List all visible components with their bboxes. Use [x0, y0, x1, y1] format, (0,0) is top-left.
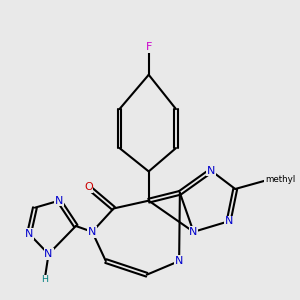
Text: N: N [207, 166, 215, 176]
Text: N: N [175, 256, 183, 266]
Text: H: H [41, 275, 48, 284]
Text: N: N [189, 227, 198, 237]
Text: N: N [88, 227, 96, 237]
Text: methyl: methyl [265, 175, 295, 184]
Text: O: O [84, 182, 93, 192]
Text: N: N [55, 196, 63, 206]
Text: N: N [25, 229, 33, 239]
Text: N: N [224, 216, 233, 226]
Text: N: N [44, 249, 53, 259]
Text: F: F [146, 43, 152, 52]
